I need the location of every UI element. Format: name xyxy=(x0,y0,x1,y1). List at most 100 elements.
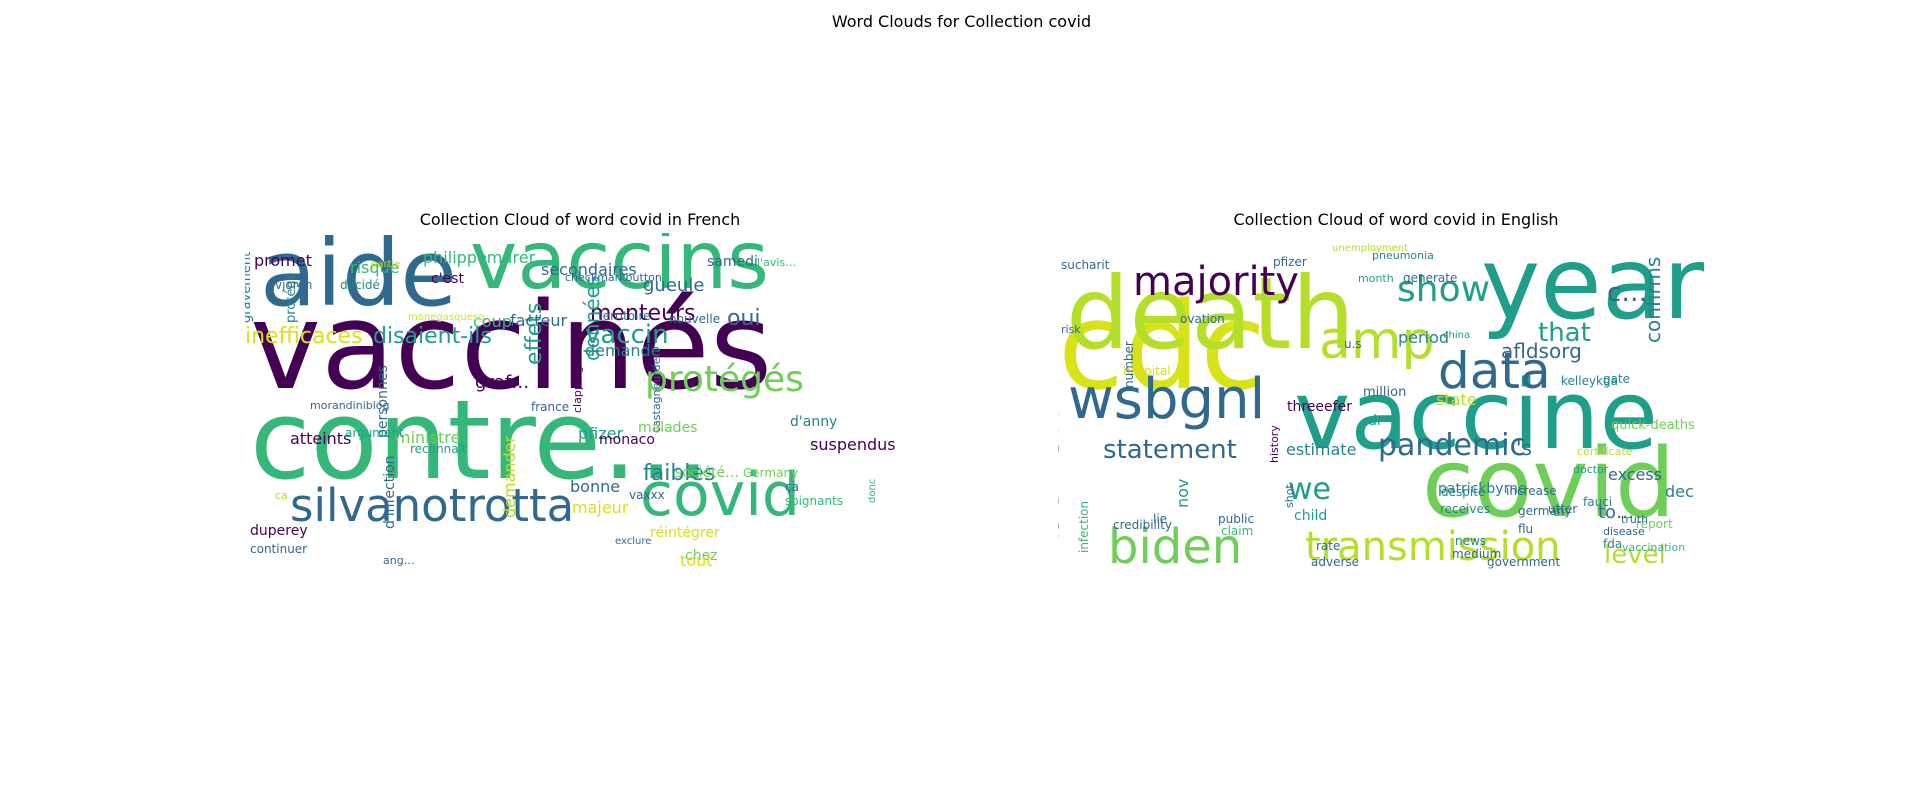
cloud-word: vjoron xyxy=(275,278,312,292)
cloud-word: graf… xyxy=(475,372,529,393)
cloud-word: patrickbyrne xyxy=(1438,481,1527,497)
cloud-word: reconnaît xyxy=(410,442,467,456)
cloud-word: silvanotrotta xyxy=(290,479,574,532)
cloud-word: shot xyxy=(1283,484,1296,508)
cloud-word: d'anny xyxy=(790,414,837,430)
cloud-word: nov xyxy=(1173,479,1192,508)
cloud-word: hospital xyxy=(1123,364,1171,378)
cloud-word: oui xyxy=(727,306,761,331)
cloud-word: santé xyxy=(245,404,249,443)
cloud-word: protégé xyxy=(284,272,299,323)
cloud-word: société… xyxy=(675,465,739,481)
french-cloud-title: Collection Cloud of word covid in French xyxy=(419,210,741,229)
cloud-word: partie xyxy=(371,259,400,270)
cloud-word: despite xyxy=(1441,485,1485,499)
cloud-word: soignants xyxy=(785,494,843,508)
cloud-word: gate xyxy=(1603,372,1630,386)
cloud-word: ovation xyxy=(1180,312,1225,326)
cloud-word: vaccination xyxy=(1622,541,1685,554)
cloud-word: c'est xyxy=(431,271,464,287)
cloud-word: wsbgnl xyxy=(1068,367,1265,432)
cloud-word: facteur xyxy=(510,311,567,330)
cloud-word: infection xyxy=(1077,501,1091,553)
cloud-word: death xyxy=(1066,255,1355,372)
cloud-word: promet xyxy=(254,251,312,270)
cloud-word: demander xyxy=(500,435,519,518)
cloud-word: castagneurde xyxy=(650,357,663,433)
cloud-word: pandemic xyxy=(1378,428,1526,463)
cloud-word: exclure xyxy=(615,536,651,547)
cloud-word: biden xyxy=(1108,519,1242,571)
cloud-word: certificate xyxy=(1577,445,1633,458)
cloud-word: vaccin xyxy=(585,320,669,350)
cloud-word: amp xyxy=(1319,311,1435,371)
cloud-word: disaient-ils xyxy=(373,324,492,349)
cloud-word: coup xyxy=(473,312,512,331)
cloud-word: dr xyxy=(1368,413,1383,429)
cloud-word: ça xyxy=(785,480,799,494)
cloud-word: germany xyxy=(1518,504,1571,518)
cloud-word: gravement xyxy=(245,252,254,323)
figure-title: Word Clouds for Collection covid xyxy=(831,12,1092,31)
cloud-word: receives xyxy=(1440,502,1490,516)
cloud-word: data xyxy=(1438,342,1551,400)
cloud-word: pneumonia xyxy=(1372,249,1434,262)
cloud-word: ca xyxy=(275,489,288,502)
cloud-word: batch xyxy=(1058,407,1070,543)
cloud-word: continuer xyxy=(250,542,307,556)
cloud-word: we xyxy=(1288,472,1331,507)
english-cloud-title: Collection Cloud of word covid in Englis… xyxy=(1233,210,1559,229)
cloud-word: increase xyxy=(1506,484,1557,498)
cloud-word: rate xyxy=(1316,539,1340,553)
cloud-word: territoire xyxy=(598,309,651,323)
cloud-word: transmission xyxy=(1305,524,1561,570)
cloud-word: year xyxy=(1481,233,1705,342)
cloud-word: contre… xyxy=(250,376,711,504)
cloud-word: argument xyxy=(345,426,404,440)
cloud-word: vaccins xyxy=(470,233,769,307)
cloud-word: monaco xyxy=(599,432,655,448)
cloud-word: child xyxy=(1294,508,1327,524)
cloud-word: tout xyxy=(680,551,712,570)
cloud-word: menteurs xyxy=(590,301,696,326)
cloud-word: personnes xyxy=(375,365,391,438)
cloud-word: public xyxy=(1218,512,1254,526)
cloud-word: threeefer xyxy=(1287,399,1352,415)
cloud-word: décidé xyxy=(340,278,380,292)
cloud-word: to… xyxy=(1598,502,1634,523)
cloud-word: gueule xyxy=(643,275,704,296)
cloud-word: demande xyxy=(585,341,661,360)
cloud-word: monegasquesg… xyxy=(408,312,494,323)
cloud-word: credibility xyxy=(1113,518,1172,532)
cloud-word: ministre xyxy=(395,428,460,447)
cloud-word: disease xyxy=(1603,525,1645,538)
cloud-word: statement xyxy=(1103,435,1237,465)
cloud-word: pfizer xyxy=(578,424,623,443)
cloud-word: period xyxy=(1398,328,1449,347)
cloud-word: lie xyxy=(1153,512,1167,526)
cloud-word: truth xyxy=(1621,513,1648,526)
cloud-word: Germany xyxy=(743,466,798,480)
cloud-word: données xyxy=(580,276,604,361)
cloud-word: chez xyxy=(685,548,718,564)
cloud-word: flu xyxy=(1518,522,1533,536)
cloud-word: réintégrer xyxy=(650,525,720,541)
cloud-word: fda xyxy=(1603,537,1622,551)
cloud-word: medium xyxy=(1452,547,1501,561)
cloud-word: vaccinés xyxy=(250,278,772,417)
cloud-word: history xyxy=(1268,425,1281,463)
cloud-word: 's xyxy=(1516,436,1532,460)
cloud-word: number xyxy=(1122,341,1136,388)
cloud-word: donc xyxy=(867,479,878,503)
cloud-word: vaccine xyxy=(1294,361,1658,471)
cloud-word: dec xyxy=(1665,482,1694,501)
cloud-word: covid xyxy=(640,460,800,530)
cloud-word: morandiniblog xyxy=(310,399,390,412)
cloud-word: philippemurer xyxy=(423,248,536,267)
cloud-word: show xyxy=(1397,269,1490,310)
cloud-word: atteints xyxy=(290,429,351,448)
cloud-word: confirms xyxy=(1641,257,1665,343)
cloud-word: news xyxy=(1455,534,1486,548)
